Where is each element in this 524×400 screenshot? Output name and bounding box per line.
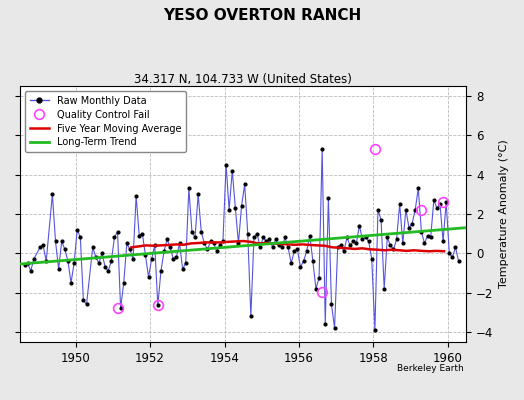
Text: Berkeley Earth: Berkeley Earth <box>397 364 464 373</box>
Legend: Raw Monthly Data, Quality Control Fail, Five Year Moving Average, Long-Term Tren: Raw Monthly Data, Quality Control Fail, … <box>25 91 186 152</box>
Text: YESO OVERTON RANCH: YESO OVERTON RANCH <box>163 8 361 23</box>
Title: 34.317 N, 104.733 W (United States): 34.317 N, 104.733 W (United States) <box>134 73 352 86</box>
Y-axis label: Temperature Anomaly (°C): Temperature Anomaly (°C) <box>499 140 509 288</box>
